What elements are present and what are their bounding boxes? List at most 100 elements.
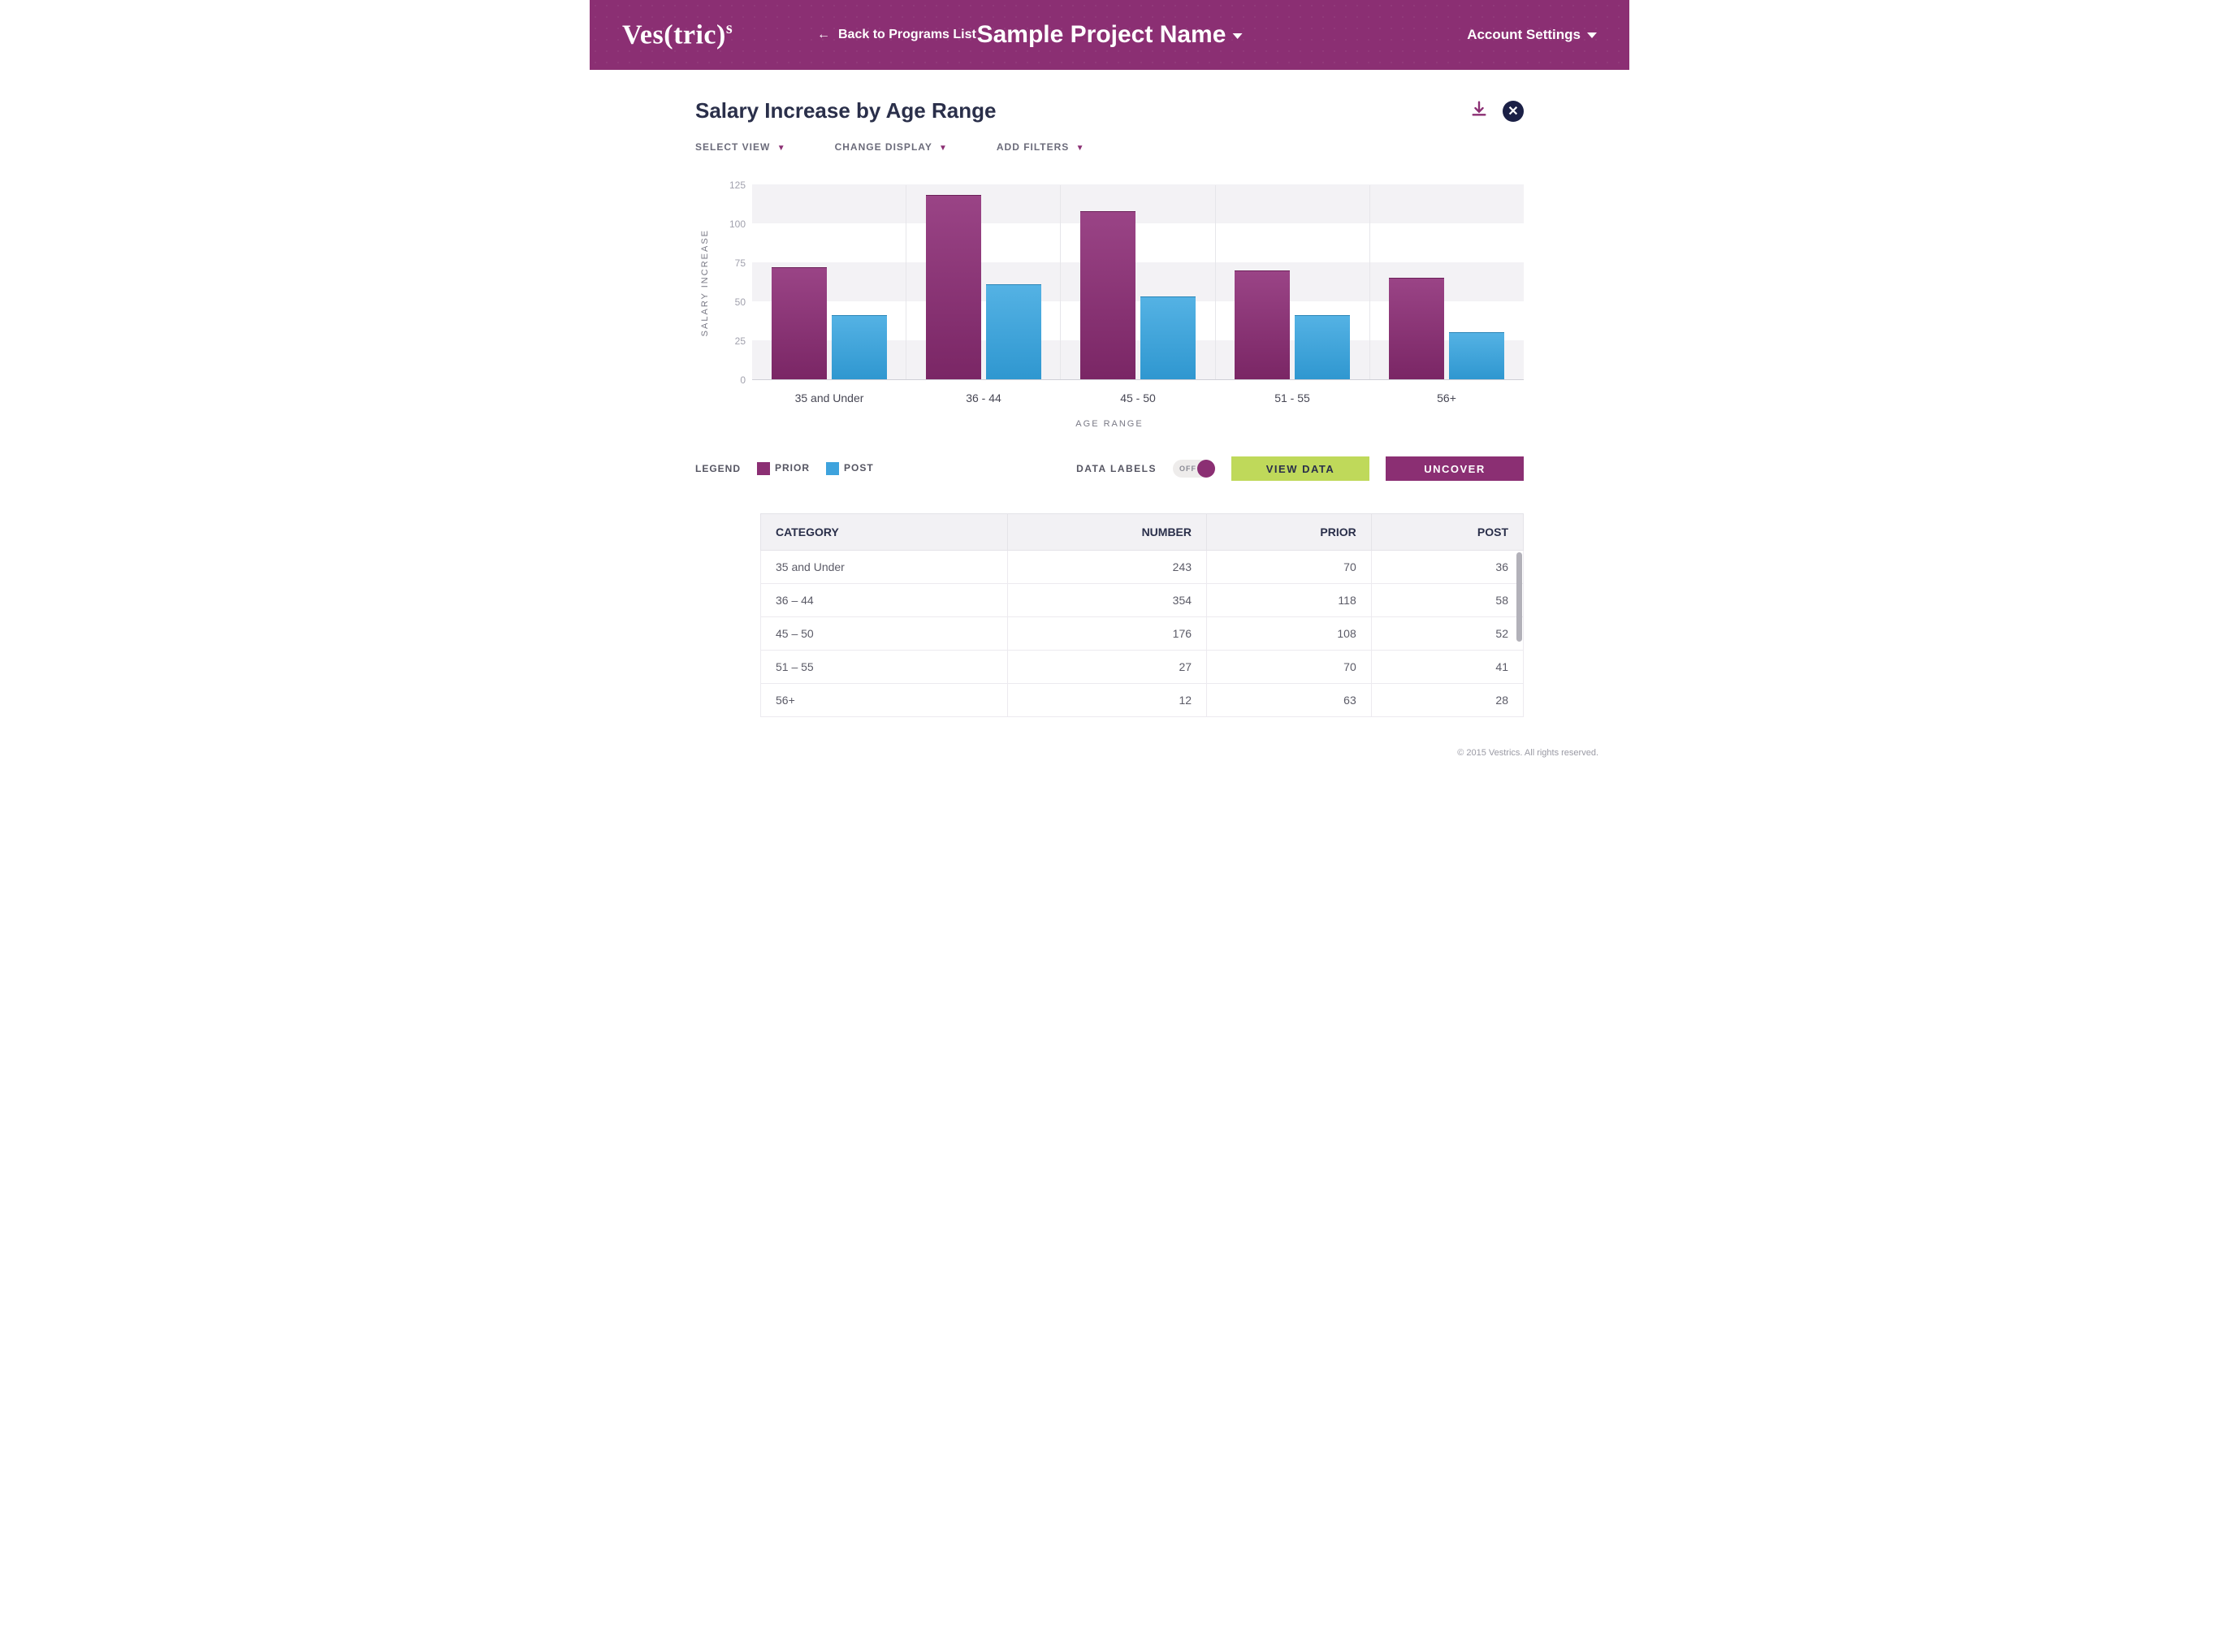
triangle-down-icon: ▼ <box>777 144 786 153</box>
select-view-label: SELECT VIEW <box>695 141 770 153</box>
page-title: Salary Increase by Age Range <box>695 98 996 123</box>
bar-group <box>1369 185 1524 379</box>
table-cell: 70 <box>1207 651 1372 684</box>
title-row: Salary Increase by Age Range ✕ <box>695 98 1524 123</box>
y-axis: 0255075100125 <box>715 185 752 380</box>
table-header-cell: POST <box>1371 514 1523 551</box>
back-to-programs-link[interactable]: ← Back to Programs List <box>817 28 976 42</box>
add-filters-label: ADD FILTERS <box>997 141 1069 153</box>
uncover-button[interactable]: UNCOVER <box>1386 456 1524 481</box>
app-header: Ves(tric)s ← Back to Programs List Sampl… <box>590 0 1629 70</box>
download-icon[interactable] <box>1470 100 1488 122</box>
chevron-down-icon <box>1232 21 1242 49</box>
table-cell: 36 <box>1371 551 1523 584</box>
table-row: 36 – 4435411858 <box>761 584 1524 617</box>
back-link-label: Back to Programs List <box>838 28 976 42</box>
data-table-wrap: CATEGORYNUMBERPRIORPOST 35 and Under2437… <box>760 513 1524 717</box>
table-cell: 12 <box>1007 684 1206 717</box>
table-row: 45 – 5017610852 <box>761 617 1524 651</box>
bar-group <box>752 185 906 379</box>
table-row: 56+126328 <box>761 684 1524 717</box>
table-row: 51 – 55277041 <box>761 651 1524 684</box>
table-cell: 52 <box>1371 617 1523 651</box>
project-title-label: Sample Project Name <box>977 21 1226 49</box>
add-filters-dropdown[interactable]: ADD FILTERS ▼ <box>997 141 1085 153</box>
bar-group <box>906 185 1060 379</box>
table-cell: 51 – 55 <box>761 651 1008 684</box>
table-cell: 35 and Under <box>761 551 1008 584</box>
toggle-knob-icon <box>1197 460 1215 478</box>
account-settings-dropdown[interactable]: Account Settings <box>1467 27 1597 43</box>
table-cell: 36 – 44 <box>761 584 1008 617</box>
triangle-down-icon: ▼ <box>1076 144 1085 153</box>
table-cell: 56+ <box>761 684 1008 717</box>
select-view-dropdown[interactable]: SELECT VIEW ▼ <box>695 141 786 153</box>
close-icon[interactable]: ✕ <box>1503 101 1524 122</box>
table-cell: 63 <box>1207 684 1372 717</box>
table-header-cell: CATEGORY <box>761 514 1008 551</box>
bar-prior <box>1389 278 1444 379</box>
bar-post <box>1295 315 1350 379</box>
y-tick: 0 <box>740 374 746 386</box>
toggle-state-label: OFF <box>1179 465 1196 473</box>
view-toolbar: SELECT VIEW ▼ CHANGE DISPLAY ▼ ADD FILTE… <box>695 141 1524 153</box>
main-content: Salary Increase by Age Range ✕ SELECT VI… <box>590 70 1629 725</box>
x-tick-label: 45 - 50 <box>1061 380 1215 404</box>
y-tick: 125 <box>729 179 746 191</box>
x-axis: 35 and Under36 - 4445 - 5051 - 5556+ <box>752 380 1524 404</box>
data-labels-label: DATA LABELS <box>1076 463 1157 474</box>
table-row: 35 and Under2437036 <box>761 551 1524 584</box>
x-tick-label: 35 and Under <box>752 380 906 404</box>
table-cell: 70 <box>1207 551 1372 584</box>
chart-plot-area <box>752 185 1524 380</box>
bar-prior <box>926 195 981 379</box>
bar-group <box>1060 185 1214 379</box>
legend-post: POST <box>826 462 874 475</box>
chevron-down-icon <box>1587 27 1597 43</box>
table-header-cell: PRIOR <box>1207 514 1372 551</box>
table-cell: 41 <box>1371 651 1523 684</box>
table-cell: 243 <box>1007 551 1206 584</box>
swatch-prior-icon <box>757 462 770 475</box>
table-cell: 176 <box>1007 617 1206 651</box>
change-display-dropdown[interactable]: CHANGE DISPLAY ▼ <box>835 141 948 153</box>
bar-post <box>1140 296 1196 379</box>
swatch-post-icon <box>826 462 839 475</box>
triangle-down-icon: ▼ <box>939 144 948 153</box>
logo: Ves(tric)s <box>622 19 817 50</box>
table-cell: 118 <box>1207 584 1372 617</box>
data-table: CATEGORYNUMBERPRIORPOST 35 and Under2437… <box>760 513 1524 717</box>
chart-controls-row: LEGEND PRIOR POST DATA LABELS OFF VIEW D… <box>695 456 1524 481</box>
bar-prior <box>772 267 827 379</box>
y-tick: 75 <box>735 257 746 269</box>
bar-group <box>1215 185 1369 379</box>
x-tick-label: 36 - 44 <box>906 380 1061 404</box>
x-axis-label: AGE RANGE <box>695 419 1524 429</box>
table-header-cell: NUMBER <box>1007 514 1206 551</box>
view-data-button[interactable]: VIEW DATA <box>1231 456 1369 481</box>
arrow-left-icon: ← <box>817 28 830 42</box>
account-settings-label: Account Settings <box>1467 27 1581 43</box>
table-cell: 28 <box>1371 684 1523 717</box>
table-cell: 58 <box>1371 584 1523 617</box>
legend-prior-label: PRIOR <box>775 462 810 474</box>
legend-prior: PRIOR <box>757 462 810 475</box>
data-labels-toggle[interactable]: OFF <box>1173 460 1215 478</box>
y-tick: 100 <box>729 218 746 230</box>
table-cell: 354 <box>1007 584 1206 617</box>
salary-chart: SALARY INCREASE 0255075100125 <box>695 185 1524 380</box>
legend-label: LEGEND <box>695 463 741 474</box>
scrollbar-thumb[interactable] <box>1516 552 1522 642</box>
table-cell: 108 <box>1207 617 1372 651</box>
bar-post <box>986 284 1041 379</box>
y-tick: 25 <box>735 335 746 347</box>
bar-post <box>1449 332 1504 379</box>
change-display-label: CHANGE DISPLAY <box>835 141 932 153</box>
bar-prior <box>1235 270 1290 379</box>
bar-prior <box>1080 211 1135 379</box>
y-axis-label: SALARY INCREASE <box>695 229 715 336</box>
legend-post-label: POST <box>844 462 874 474</box>
footer-copyright: © 2015 Vestrics. All rights reserved. <box>590 725 1629 772</box>
project-title-dropdown[interactable]: Sample Project Name <box>977 21 1243 49</box>
x-tick-label: 51 - 55 <box>1215 380 1369 404</box>
